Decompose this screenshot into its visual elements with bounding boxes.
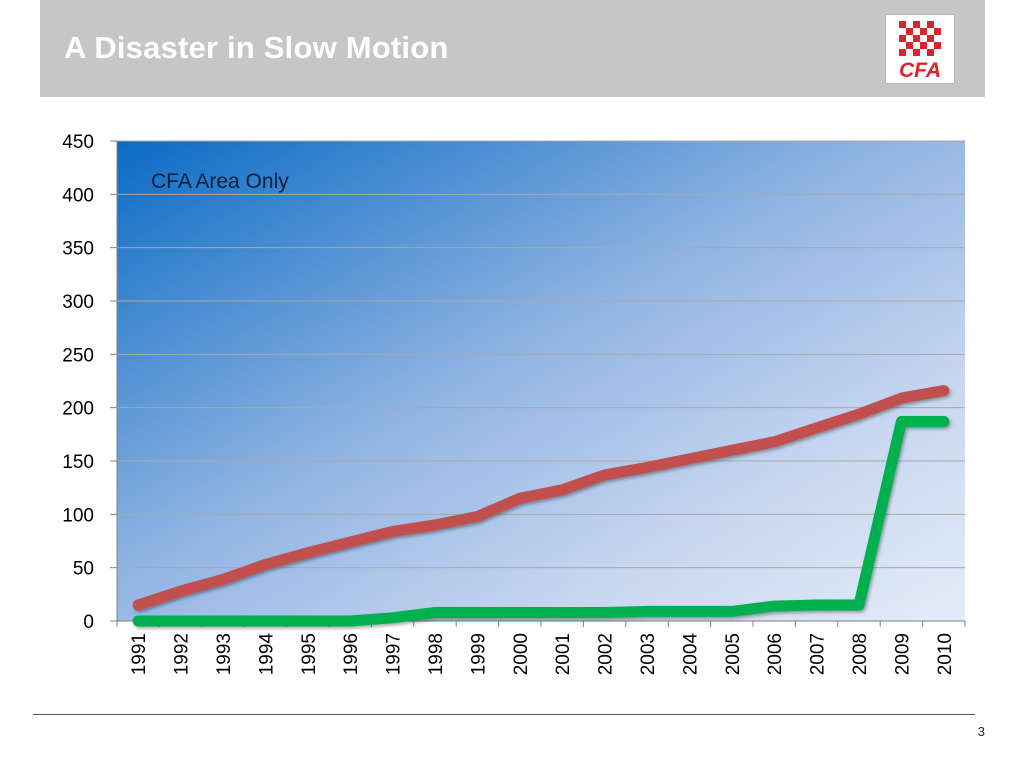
logo-check-square [920,28,927,35]
x-tick-label: 2003 [638,633,659,675]
logo-check-square [934,28,941,35]
y-tick-label: 300 [62,292,94,313]
y-tick-label: 450 [62,132,94,153]
logo-check-square [906,42,913,49]
logo-check-square [927,35,934,42]
logo-check-square [899,49,906,56]
plot-area [117,141,965,621]
x-tick-label: 2008 [850,633,871,675]
logo-check-square [927,21,934,28]
logo-check-square [913,21,920,28]
logo-check-square [906,28,913,35]
x-tick-label: 1998 [426,633,447,675]
x-tick-label: 2001 [553,633,574,675]
x-tick-label: 2005 [723,633,744,675]
y-tick-label: 250 [62,345,94,366]
logo-check-square [927,49,934,56]
x-tick-label: 2006 [765,633,786,675]
logo-check-square [899,35,906,42]
x-tick-label: 1992 [172,633,193,675]
y-axis-ticks: 0 50 100 150 200 250 300 350 400 450 [62,132,117,633]
slide-header: A Disaster in Slow Motion CFA [40,0,985,97]
series-line-1 [132,385,950,611]
y-tick-label: 100 [62,505,94,526]
x-tick-label: 1994 [256,633,277,676]
x-tick-label: 1995 [299,633,320,675]
x-tick-label: 1993 [214,633,235,675]
x-tick-label: 2007 [808,633,829,675]
x-tick-label: 1991 [129,633,150,675]
page-number: 3 [977,724,985,739]
y-tick-label: 50 [73,559,94,580]
cfa-logo-icon: CFA [899,21,941,82]
series-lines [132,385,950,627]
series-line-2 [132,416,950,627]
footer-divider [33,714,975,715]
x-tick-label: 2002 [596,633,617,675]
logo-check-square [920,42,927,49]
x-tick-label: 2009 [892,633,913,675]
gridlines [117,140,965,569]
y-tick-label: 400 [62,185,94,206]
x-tick-label: 1999 [468,633,489,675]
x-tick-label: 2000 [511,633,532,675]
x-tick-label: 2010 [935,633,956,675]
x-axis-ticks: 1991 1992 1993 1994 1995 1996 1997 1998 1999 2000… [116,621,966,676]
y-tick-label: 200 [62,399,94,420]
chart-annotation: CFA Area Only [151,170,289,193]
y-tick-label: 0 [83,612,94,633]
x-tick-label: 1997 [384,633,405,675]
y-tick-label: 150 [62,452,94,473]
x-tick-label: 1996 [341,633,362,675]
logo-check-square [913,49,920,56]
logo-check-square [899,21,906,28]
x-tick-label: 2004 [680,633,701,676]
y-tick-label: 350 [62,239,94,260]
logo-check-square [913,35,920,42]
slide-title: A Disaster in Slow Motion [64,30,449,65]
cfa-logo: CFA [885,14,955,84]
cfa-logo-text: CFA [899,59,941,82]
logo-check-square [934,42,941,49]
